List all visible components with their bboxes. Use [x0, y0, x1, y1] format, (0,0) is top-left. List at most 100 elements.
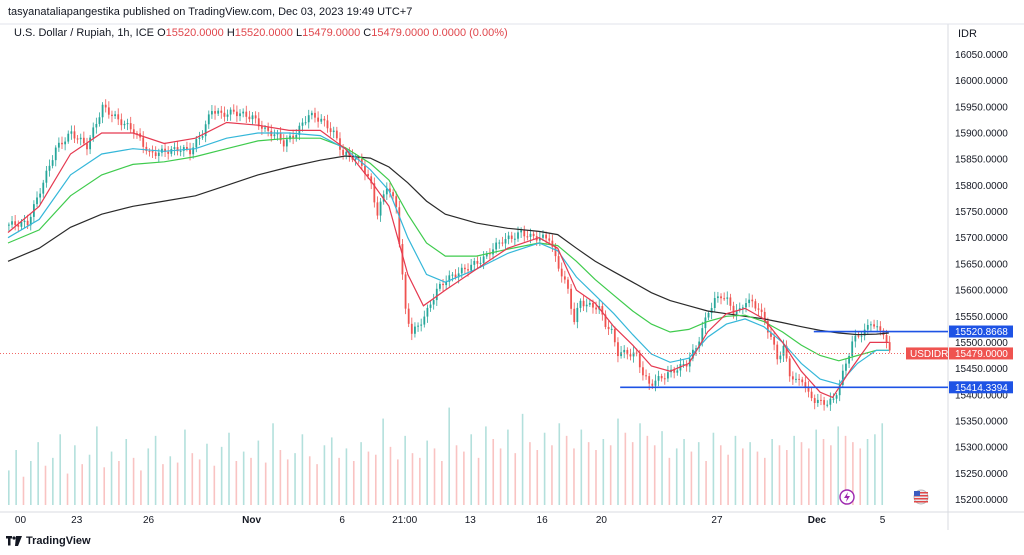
candle-body	[676, 370, 679, 373]
candle-body	[832, 398, 835, 400]
candle-body	[488, 253, 491, 255]
candle-body	[604, 314, 607, 327]
candle-body	[220, 110, 223, 113]
candle-body	[264, 127, 266, 129]
x-tick-label: 21:00	[392, 515, 417, 526]
candle-body	[741, 307, 744, 309]
candle-body	[39, 193, 42, 198]
volume-bar	[741, 448, 744, 505]
candle-body	[560, 268, 563, 277]
symbol-tag-label: USDIDR	[910, 349, 948, 360]
candle-body	[82, 137, 85, 144]
volume-bar	[756, 451, 759, 505]
low-label: L	[295, 27, 303, 39]
volume-bar	[433, 448, 436, 505]
candle-body	[695, 348, 697, 350]
volume-bar	[514, 453, 517, 505]
candle-body	[20, 222, 23, 227]
candle-body	[167, 151, 170, 154]
symbol-name[interactable]: U.S. Dollar / Rupiah, 1h, ICE	[14, 27, 155, 39]
volume-bar	[250, 457, 252, 505]
candle-body	[735, 310, 738, 315]
x-tick-label: 00	[15, 515, 27, 526]
candle-body	[395, 196, 398, 208]
y-tick-label: 15450.0000	[955, 364, 1008, 375]
candle-body	[707, 312, 710, 318]
volume-bar	[617, 418, 619, 505]
candle-body	[745, 303, 747, 308]
candle-body	[860, 335, 863, 337]
candle-body	[417, 325, 419, 327]
volume-bar	[580, 429, 583, 505]
candle-body	[320, 118, 323, 122]
volume-bar	[294, 453, 296, 505]
x-tick-label: Dec	[808, 515, 827, 526]
volume-bar	[426, 440, 428, 505]
candle-body	[364, 165, 366, 175]
candle-body	[48, 165, 51, 171]
candle-body	[751, 299, 754, 302]
volume-bar	[448, 407, 450, 505]
candle-body	[57, 142, 60, 148]
candle-body	[201, 136, 204, 138]
volume-bar	[463, 451, 465, 505]
candle-body	[17, 224, 20, 227]
last-price-label: 15479.0000	[955, 349, 1008, 360]
flag-stripe	[914, 492, 928, 494]
candle-body	[379, 201, 382, 216]
volume-bar	[734, 435, 737, 505]
candle-body	[838, 384, 841, 396]
volume-bar	[587, 442, 590, 505]
volume-bar	[162, 464, 164, 505]
candle-body	[29, 216, 32, 226]
volume-bar	[125, 439, 128, 505]
currency-label[interactable]: IDR	[958, 28, 977, 40]
candle-body	[392, 192, 394, 197]
candle-body	[788, 358, 791, 377]
candle-body	[389, 188, 391, 193]
candle-body	[8, 224, 10, 226]
candle-body	[285, 139, 288, 147]
candle-body	[64, 141, 67, 145]
candle-body	[429, 304, 432, 308]
candle-body	[663, 378, 666, 380]
candle-body	[229, 109, 232, 115]
volume-bar	[360, 442, 362, 505]
candle-body	[154, 152, 157, 156]
candle-body	[217, 110, 220, 114]
candle-body	[226, 114, 229, 117]
volume-bar	[8, 470, 10, 505]
volume-bar	[272, 423, 274, 505]
y-tick-label: 15550.0000	[955, 312, 1008, 323]
volume-bar	[712, 432, 715, 505]
y-tick-label: 16050.0000	[955, 50, 1008, 61]
candle-body	[698, 341, 701, 349]
volume-bar	[382, 418, 384, 505]
y-tick-label: 15600.0000	[955, 286, 1008, 297]
volume-bar	[565, 435, 568, 505]
volume-bar	[793, 435, 795, 505]
candle-body	[513, 238, 516, 240]
volume-bar	[624, 432, 627, 505]
candle-body	[807, 387, 810, 392]
candle-body	[295, 134, 298, 138]
candle-body	[214, 111, 216, 114]
candle-body	[54, 147, 57, 161]
candle-body	[629, 354, 632, 357]
publish-info: tasyanataliapangestika published on Trad…	[8, 6, 413, 18]
candle-body	[495, 242, 498, 250]
candle-body	[791, 376, 794, 380]
footer-brand[interactable]: TradingView	[6, 535, 91, 547]
candle-body	[782, 345, 785, 356]
volume-bar	[881, 423, 884, 505]
candle-body	[279, 132, 282, 141]
candle-body	[885, 335, 888, 343]
candle-body	[126, 123, 129, 125]
candle-body	[335, 130, 338, 139]
candle-body	[760, 309, 763, 312]
candle-body	[89, 137, 92, 150]
volume-bar	[764, 457, 766, 505]
volume-bar	[96, 426, 98, 505]
close-label: C	[363, 27, 372, 39]
